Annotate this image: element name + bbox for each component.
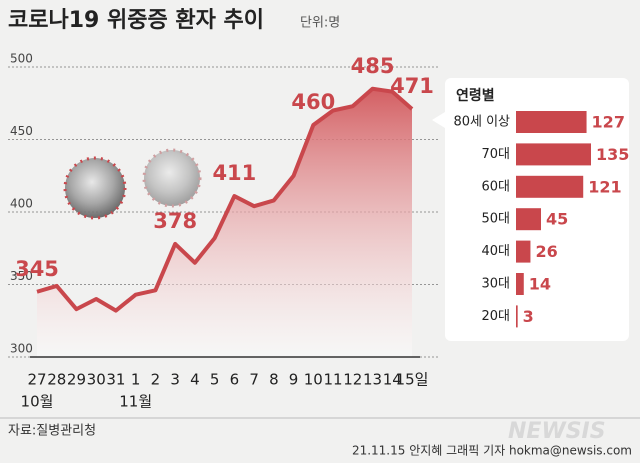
bar-category: 50대 (481, 212, 510, 227)
value-label: 411 (212, 161, 256, 185)
value-label: 345 (15, 257, 59, 281)
area (37, 88, 412, 357)
y-tick-label: 450 (10, 124, 33, 138)
value-label: 378 (153, 209, 197, 233)
bar (516, 143, 591, 166)
bar (516, 273, 524, 295)
virus-decoration (63, 148, 202, 220)
bar-title: 연령별 (456, 87, 495, 104)
bar-value: 14 (529, 275, 551, 294)
x-tick-label: 2 (151, 371, 161, 389)
x-tick-label: 11 (324, 371, 343, 389)
bar-chart: 연령별 80세 이상 127 70대 135 60대 121 50대 45 40대 26 30대 14 2… (453, 87, 629, 328)
x-tick-label: 30 (87, 371, 106, 389)
value-label: 460 (291, 90, 335, 114)
credit: 21.11.15 안지혜 그래픽 기자 hokma@newsis.com (352, 444, 632, 458)
x-tick-label: 12 (343, 371, 362, 389)
x-tick-label: 31 (106, 371, 125, 389)
bar-category: 60대 (481, 179, 510, 194)
line (36, 86, 414, 313)
value-label: 471 (390, 74, 434, 98)
value-label: 485 (351, 54, 395, 78)
bar-category: 30대 (481, 277, 510, 292)
bar-category: 40대 (481, 244, 510, 259)
bar (516, 305, 518, 328)
bar-value: 121 (588, 177, 621, 196)
bar (516, 240, 531, 263)
bar (516, 111, 587, 133)
bar-value: 45 (546, 210, 568, 229)
bar-value: 127 (592, 113, 625, 132)
month-label: 10월 (21, 393, 54, 411)
x-tick-label: 3 (170, 371, 180, 389)
month-label: 11월 (119, 393, 152, 411)
x-tick-label: 1 (131, 371, 141, 389)
x-tick-label: 28 (47, 371, 66, 389)
bar-value: 3 (523, 307, 534, 326)
x-tick-label: 29 (67, 371, 86, 389)
watermark: NEWSIS (508, 419, 606, 444)
x-tick-label: 4 (190, 371, 200, 389)
title: 코로나19 위중증 환자 추이 (8, 8, 264, 33)
x-tick-label: 6 (230, 371, 240, 389)
unit: 단위:명 (300, 16, 340, 31)
y-tick-label: 350 (10, 269, 33, 283)
y-tick-label: 400 (10, 197, 33, 211)
panel-pointer (432, 112, 445, 128)
x-tick-label: 8 (269, 371, 279, 389)
source: 자료:질병관리청 (8, 424, 96, 439)
x-tick-label: 13 (363, 371, 382, 389)
x-tick-label: 7 (249, 371, 259, 389)
x-tick-label: 15일 (396, 371, 429, 389)
bar-value: 135 (596, 145, 629, 164)
x-tick-label: 27 (27, 371, 46, 389)
x-tick-label: 10 (304, 371, 323, 389)
x-tick-label: 9 (289, 371, 299, 389)
bar-category: 20대 (481, 309, 510, 324)
y-tick-label: 500 (10, 52, 33, 66)
x-tick-label: 14 (383, 371, 402, 389)
bar-category: 80세 이상 (453, 115, 510, 130)
bar (516, 175, 584, 198)
bar-value: 26 (535, 242, 557, 261)
y-tick-label: 300 (10, 342, 33, 356)
bar (516, 208, 541, 231)
bar-category: 70대 (481, 147, 510, 162)
x-tick-label: 5 (210, 371, 220, 389)
